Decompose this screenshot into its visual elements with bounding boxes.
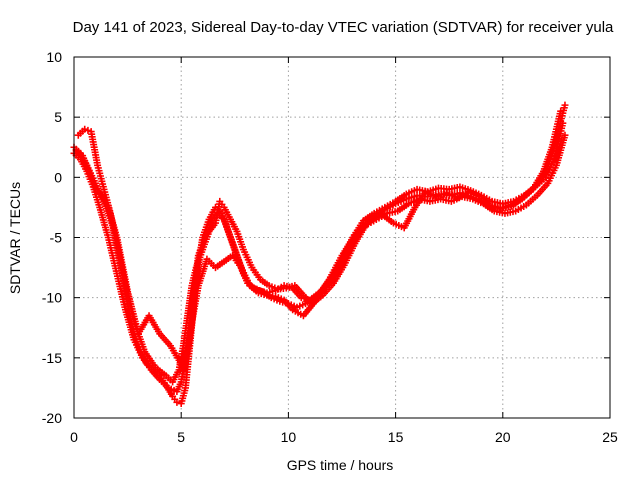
y-tick-label: -20	[42, 410, 62, 426]
y-tick-label: 0	[54, 169, 62, 185]
x-tick-label: 10	[281, 429, 297, 445]
grid	[74, 57, 610, 418]
data-points	[70, 101, 569, 408]
x-tick-label: 0	[70, 429, 78, 445]
y-tick-label: -10	[42, 290, 62, 306]
data-point	[81, 125, 89, 133]
data-point	[561, 131, 569, 139]
y-tick-label: -5	[50, 230, 63, 246]
y-tick-label: 10	[46, 49, 62, 65]
x-tick-label: 15	[388, 429, 404, 445]
x-axis-label: GPS time / hours	[287, 457, 394, 473]
y-axis-label: SDTVAR / TECUs	[7, 182, 23, 294]
x-tick-label: 20	[495, 429, 511, 445]
y-tick-label: -15	[42, 350, 62, 366]
x-tick-label: 25	[602, 429, 618, 445]
x-tick-label: 5	[177, 429, 185, 445]
data-point	[559, 119, 567, 127]
data-point	[173, 398, 181, 406]
data-point	[84, 126, 92, 134]
series-track-d	[72, 107, 565, 374]
y-tick-label: 5	[54, 109, 62, 125]
axis-ticks: 0 5 10 15 20 25 -20 -15 -10 -5 0 5 10	[42, 49, 618, 445]
chart-title: Day 141 of 2023, Sidereal Day-to-day VTE…	[73, 19, 614, 36]
data-point	[557, 107, 565, 115]
data-point	[561, 101, 569, 109]
